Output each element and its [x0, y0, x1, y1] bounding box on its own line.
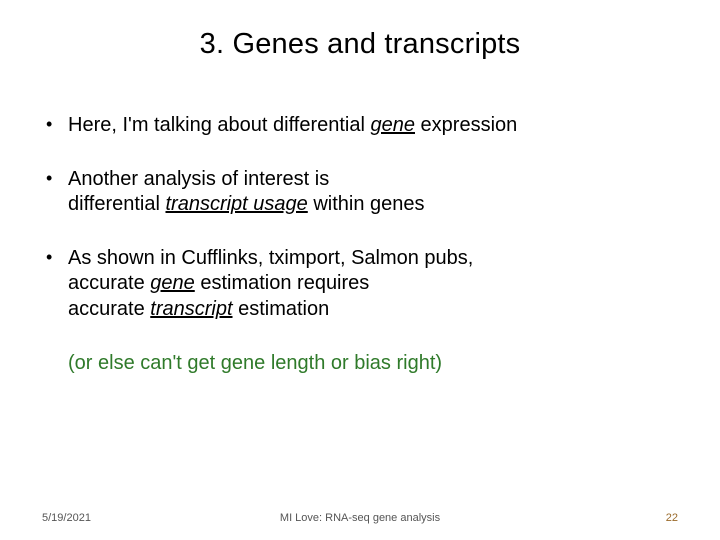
text-run: estimation requires: [195, 272, 370, 294]
text-run: accurate: [68, 298, 150, 320]
slide-content: Here, I'm talking about differential gen…: [0, 61, 720, 376]
footer-date: 5/19/2021: [42, 512, 91, 524]
bullet-item: Here, I'm talking about differential gen…: [68, 113, 678, 139]
text-run: gene: [371, 114, 416, 136]
text-run: expression: [415, 114, 517, 136]
text-run: Another analysis of interest is: [68, 168, 329, 190]
footer-center: MI Love: RNA-seq gene analysis: [280, 512, 440, 524]
footer-page-number: 22: [666, 512, 678, 524]
text-run: transcript usage: [165, 193, 307, 215]
slide-footer: 5/19/2021 MI Love: RNA-seq gene analysis…: [0, 512, 720, 524]
bullet-list: Here, I'm talking about differential gen…: [68, 113, 678, 323]
text-run: differential: [68, 193, 165, 215]
text-run: As shown in Cufflinks, tximport, Salmon …: [68, 247, 473, 269]
note-text: (or else can't get gene length or bias r…: [68, 351, 678, 377]
text-run: accurate: [68, 272, 150, 294]
text-run: Here, I'm talking about differential: [68, 114, 371, 136]
text-run: within genes: [308, 193, 425, 215]
text-run: gene: [150, 272, 195, 294]
text-run: estimation: [233, 298, 330, 320]
bullet-item: As shown in Cufflinks, tximport, Salmon …: [68, 246, 678, 323]
slide: 3. Genes and transcripts Here, I'm talki…: [0, 0, 720, 540]
slide-title: 3. Genes and transcripts: [0, 0, 720, 61]
text-run: transcript: [150, 298, 232, 320]
bullet-item: Another analysis of interest is different…: [68, 167, 678, 218]
